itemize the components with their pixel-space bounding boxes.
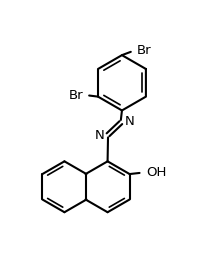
Text: Br: Br (69, 89, 84, 102)
Text: Br: Br (136, 44, 151, 57)
Text: N: N (125, 115, 135, 129)
Text: OH: OH (146, 166, 167, 179)
Text: N: N (94, 129, 104, 142)
